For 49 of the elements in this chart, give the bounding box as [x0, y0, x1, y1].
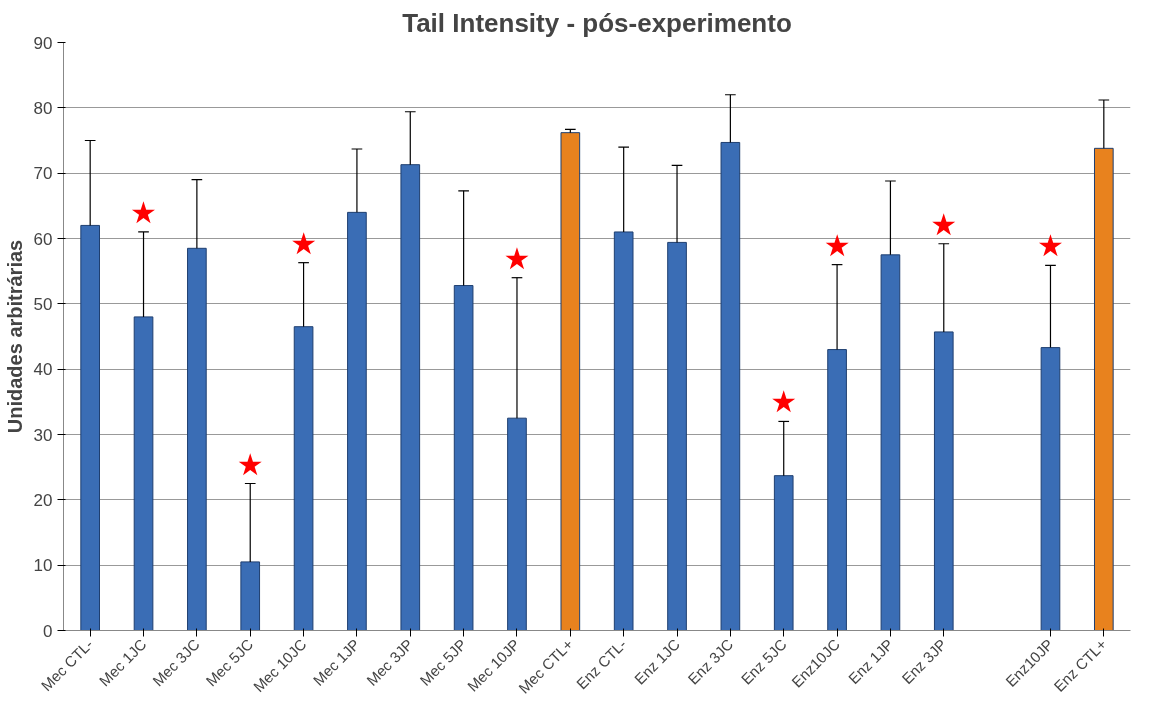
annotation: ★: [1037, 228, 1064, 264]
bar: [827, 349, 847, 631]
y-tick-label: 40: [33, 360, 53, 380]
x-tick-label: Enz CTL-: [572, 635, 630, 693]
y-axis-title: Unidades arbitrárias: [3, 239, 26, 434]
y-tick-label: 30: [33, 425, 53, 445]
y-tick-label: 80: [33, 98, 53, 118]
bar: [400, 164, 421, 631]
annotation: ★: [290, 225, 318, 261]
x-tick-label: Enz 1JP: [844, 635, 897, 687]
y-tick-label: 50: [33, 294, 53, 314]
bar: [133, 316, 154, 631]
y-tick-label: 20: [33, 490, 53, 510]
chart-title: Tail Intensity - pós-experimento: [402, 7, 792, 38]
bar: [613, 231, 634, 631]
bar: [1093, 147, 1114, 631]
y-tick-label: 90: [33, 33, 53, 53]
bar: [667, 241, 687, 631]
bar: [1040, 347, 1061, 631]
bar: [560, 132, 581, 631]
bar: [773, 475, 794, 631]
y-tick-label: 60: [33, 229, 53, 249]
annotation: ★: [770, 384, 798, 420]
x-tick-label: Mec 3JC: [149, 635, 203, 690]
x-tick-label: Mec 3JP: [362, 635, 417, 689]
annotation: ★: [930, 206, 958, 242]
y-tick-label: 10: [33, 556, 53, 576]
annotation: ★: [823, 227, 851, 263]
bar: [880, 254, 901, 631]
bar: [80, 224, 101, 631]
y-tick-label: 70: [33, 164, 53, 184]
bar: [187, 247, 207, 631]
bar: [720, 141, 741, 631]
annotation: ★: [503, 240, 531, 276]
x-tick-label: Enz 5JC: [737, 635, 790, 688]
bar: [347, 211, 367, 631]
bar: [507, 417, 527, 631]
bar: [240, 561, 261, 631]
bar: [293, 326, 314, 631]
annotation: ★: [130, 194, 157, 230]
bar: [453, 285, 474, 631]
y-tick-label: 0: [43, 621, 53, 641]
x-tick-label: Enz 3JC: [684, 635, 737, 688]
x-tick-label: Enz 3JP: [898, 635, 950, 687]
annotation: ★: [236, 446, 264, 482]
x-tick-label: Mec 1JP: [309, 635, 363, 689]
bar: [933, 331, 954, 631]
x-tick-label: Mec 1JC: [95, 635, 150, 690]
x-tick-label: Enz 1JC: [630, 635, 684, 688]
